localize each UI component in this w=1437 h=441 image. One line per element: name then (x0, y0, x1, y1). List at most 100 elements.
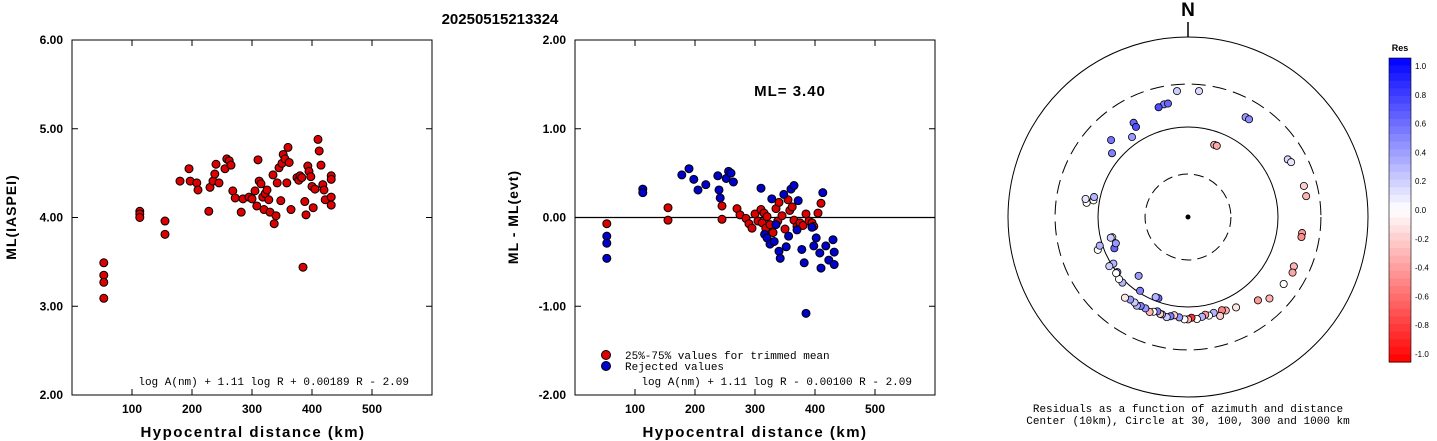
colorbar-segment (1389, 346, 1411, 355)
station-residual (1106, 233, 1115, 242)
legend-marker-rejected (601, 361, 611, 371)
data-point (728, 177, 738, 187)
colorbar-segment (1389, 210, 1411, 219)
colorbar-segment (1389, 240, 1411, 249)
data-point (193, 185, 203, 195)
colorbar-segment (1389, 217, 1411, 226)
station-residual (1136, 286, 1145, 295)
station-residual (1297, 233, 1306, 242)
data-point (815, 248, 825, 258)
legend-marker-trimmed (601, 350, 611, 360)
data-point (326, 174, 336, 184)
data-point (811, 233, 821, 243)
station-residual (1134, 271, 1143, 280)
colorbar-segment (1389, 88, 1411, 97)
x-axis-label: Hypocentral distance (km) (642, 424, 867, 441)
data-point (184, 164, 194, 174)
range-circle-30km (1144, 173, 1232, 261)
data-point (99, 258, 109, 268)
x-axis-label: Hypocentral distance (km) (140, 424, 365, 441)
colorbar-segment (1389, 270, 1411, 279)
azimuth-residual-panel: N Residuals as a function of azimuth and… (1007, 0, 1429, 428)
y-tick-label: 0.00 (543, 211, 567, 225)
data-point (175, 176, 185, 186)
data-point (210, 169, 220, 179)
data-point (272, 178, 282, 188)
data-point (768, 228, 778, 238)
data-point (762, 212, 772, 222)
station-residual (1154, 103, 1163, 112)
data-point (301, 210, 311, 220)
data-point (756, 183, 766, 193)
station-residual (1302, 192, 1311, 201)
data-point (298, 262, 308, 272)
data-point (326, 192, 336, 202)
magnitude-text: ML= 3.40 (754, 83, 826, 100)
data-point (816, 263, 826, 273)
data-point (767, 194, 777, 204)
legend-label-rejected: Rejected values (625, 362, 724, 374)
colorbar-segment (1389, 134, 1411, 143)
colorbar-segment (1389, 354, 1411, 363)
data-point (286, 205, 296, 215)
data-point (230, 193, 240, 203)
data-point (602, 238, 612, 248)
map-caption-line1: Residuals as a function of azimuth and d… (1033, 404, 1343, 416)
x-tick-label: 500 (865, 402, 885, 416)
data-point (828, 235, 838, 245)
plot-frame (71, 39, 433, 396)
formula-text: log A(nm) + 1.11 log R - 0.00100 R - 2.0… (641, 377, 912, 389)
station-residual (1132, 122, 1141, 131)
y-tick-label: 2.00 (40, 388, 64, 402)
colorbar-tick-label: 1.0 (1415, 62, 1427, 71)
data-point (211, 159, 221, 169)
station-residual (1105, 262, 1114, 271)
y-tick-label: 1.00 (543, 122, 567, 136)
colorbar-tick-label: 0.2 (1415, 177, 1427, 186)
station-residual (1107, 136, 1116, 145)
station-residual (1112, 269, 1121, 278)
data-point (326, 200, 336, 210)
colorbar-segment (1389, 248, 1411, 257)
residual-vs-distance-panel: ML - ML(evt) Hypocentral distance (km) M… (505, 33, 936, 441)
y-tick-label: 2.00 (543, 33, 567, 47)
colorbar-segment (1389, 324, 1411, 333)
data-point (250, 186, 260, 196)
colorbar-segment (1389, 103, 1411, 112)
x-tick-label: 200 (685, 402, 705, 416)
station-residual (1163, 99, 1172, 108)
colorbar-tick-label: -0.8 (1415, 321, 1429, 330)
data-point (726, 168, 736, 178)
data-point (310, 184, 320, 194)
data-point (256, 179, 266, 189)
data-point (316, 160, 326, 170)
x-tick-label: 200 (182, 402, 202, 416)
data-point (300, 197, 310, 207)
center-point (1185, 214, 1191, 220)
data-point (283, 142, 293, 152)
data-point (271, 211, 281, 221)
station-residual (1120, 293, 1129, 302)
data-point (807, 222, 817, 232)
colorbar-segment (1389, 286, 1411, 295)
colorbar-segment (1389, 96, 1411, 105)
data-point (253, 155, 263, 165)
data-point (252, 201, 262, 211)
data-point (779, 189, 789, 199)
station-residual (1172, 87, 1181, 96)
data-point (313, 134, 323, 144)
data-point (284, 157, 294, 167)
data-point (663, 203, 673, 213)
colorbar-tick-label: 0.0 (1415, 206, 1427, 215)
data-point (771, 220, 781, 230)
colorbar-segment (1389, 58, 1411, 67)
data-point (276, 196, 286, 206)
colorbar-segment (1389, 149, 1411, 158)
range-circle-1000km (1007, 36, 1369, 398)
y-tick-label: -2.00 (539, 388, 567, 402)
figure-title: 20250515213324 (442, 11, 559, 28)
data-point (684, 164, 694, 174)
data-point (799, 258, 809, 268)
data-point (264, 195, 274, 205)
station-residual (1151, 293, 1160, 302)
